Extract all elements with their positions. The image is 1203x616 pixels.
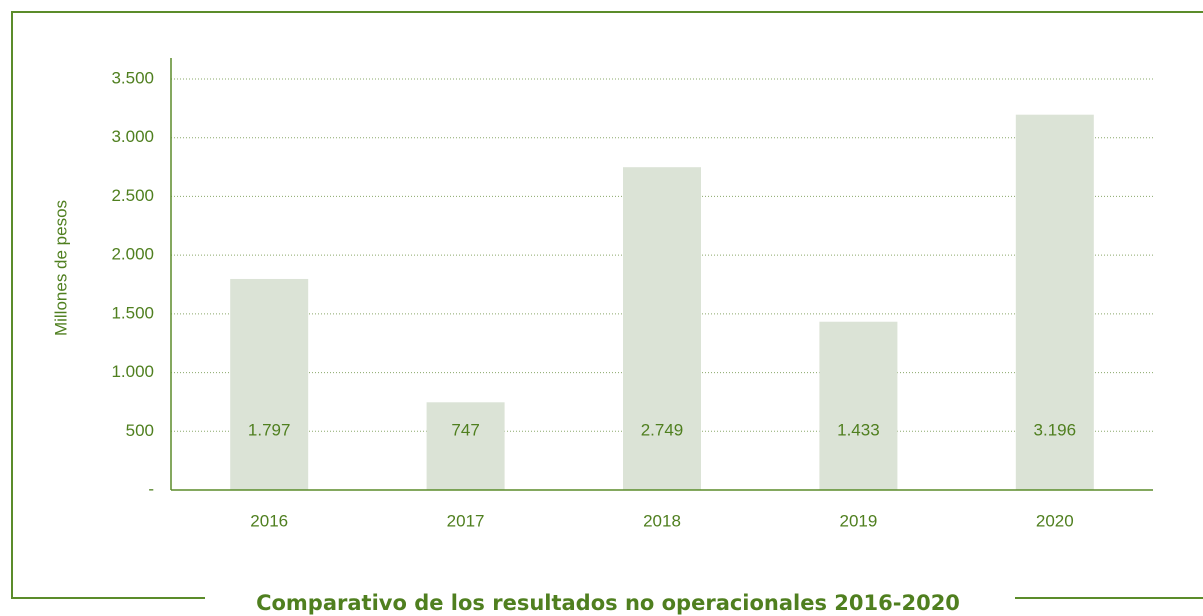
value-label: 2.749 <box>641 420 684 439</box>
y-tick-label: 2.500 <box>111 186 154 205</box>
chart-title: Comparativo de los resultados no operaci… <box>256 591 960 615</box>
y-tick-label: - <box>148 479 154 498</box>
bar <box>819 321 898 490</box>
x-tick-label: 2019 <box>839 511 877 530</box>
value-label: 1.797 <box>248 420 291 439</box>
frame <box>11 11 1203 599</box>
y-tick-label: 3.500 <box>111 68 154 87</box>
bar <box>426 402 505 490</box>
x-tick-label: 2016 <box>250 511 288 530</box>
x-tick-label: 2018 <box>643 511 681 530</box>
bar <box>1015 114 1094 490</box>
y-axis-label: Millones de pesos <box>51 200 70 336</box>
y-tick-label: 3.000 <box>111 127 154 146</box>
y-tick-label: 2.000 <box>111 245 154 264</box>
bar <box>230 278 309 490</box>
value-label: 747 <box>451 420 479 439</box>
y-tick-label: 1.500 <box>111 303 154 322</box>
y-tick-label: 500 <box>126 421 154 440</box>
x-tick-label: 2020 <box>1036 511 1074 530</box>
value-label: 1.433 <box>837 420 880 439</box>
y-tick-label: 1.000 <box>111 362 154 381</box>
bar <box>623 167 701 491</box>
x-tick-label: 2017 <box>447 511 485 530</box>
value-label: 3.196 <box>1034 420 1077 439</box>
